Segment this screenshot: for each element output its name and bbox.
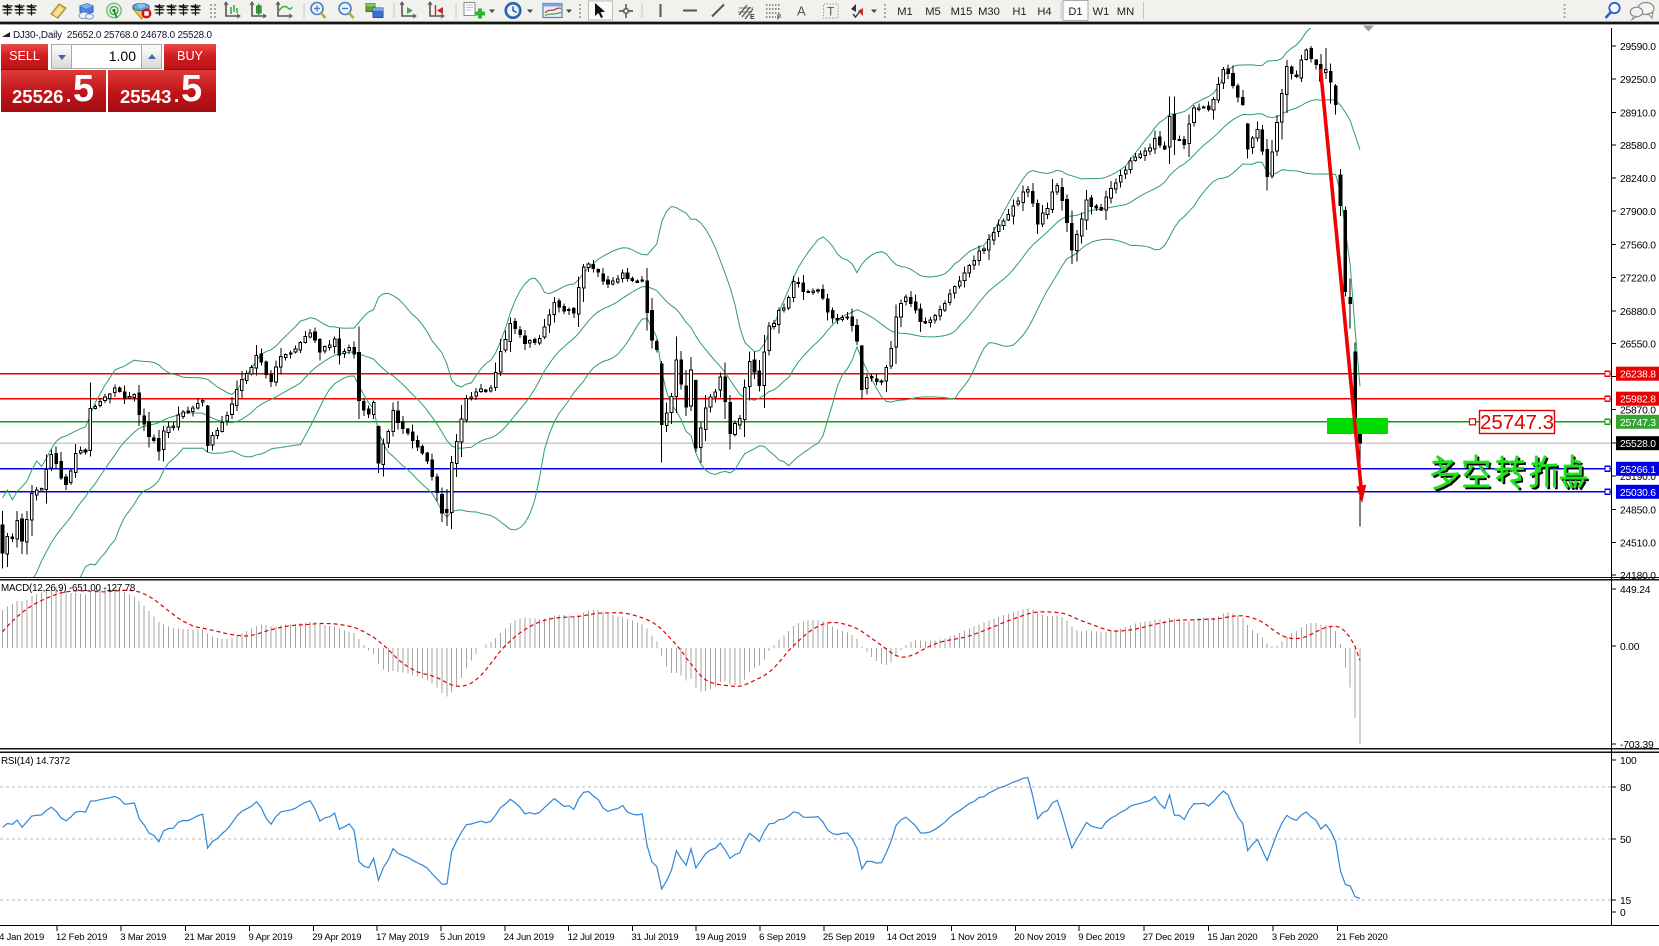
svg-text:29 Apr 2019: 29 Apr 2019 <box>312 932 361 943</box>
svg-text:25190.0: 25190.0 <box>1620 472 1656 483</box>
svg-text:T: T <box>827 5 835 19</box>
svg-text:3 Mar 2019: 3 Mar 2019 <box>120 932 166 943</box>
svg-text:100: 100 <box>1620 756 1637 767</box>
svg-text:M30: M30 <box>978 6 1000 18</box>
svg-text:27900.0: 27900.0 <box>1620 207 1656 218</box>
svg-text:-703.39: -703.39 <box>1620 740 1654 751</box>
svg-text:25528.0: 25528.0 <box>1620 439 1656 450</box>
svg-text:25 Sep 2019: 25 Sep 2019 <box>823 932 875 943</box>
svg-text:29590.0: 29590.0 <box>1620 42 1656 53</box>
svg-text:21 Mar 2019: 21 Mar 2019 <box>184 932 235 943</box>
svg-text:9 Dec 2019: 9 Dec 2019 <box>1078 932 1125 943</box>
svg-text:W1: W1 <box>1093 6 1110 18</box>
svg-text:M15: M15 <box>951 6 973 18</box>
svg-text:31 Jul 2019: 31 Jul 2019 <box>631 932 678 943</box>
svg-text:15 Jan 2020: 15 Jan 2020 <box>1207 932 1257 943</box>
svg-text:9 Apr 2019: 9 Apr 2019 <box>249 932 293 943</box>
svg-text:28580.0: 28580.0 <box>1620 141 1656 152</box>
svg-text:RSI(14) 14.7372: RSI(14) 14.7372 <box>1 756 70 767</box>
svg-text:21 Feb 2020: 21 Feb 2020 <box>1336 932 1387 943</box>
svg-text:26880.0: 26880.0 <box>1620 307 1656 318</box>
svg-text:28910.0: 28910.0 <box>1620 109 1656 120</box>
svg-text:H1: H1 <box>1012 6 1026 18</box>
svg-text:1 Nov 2019: 1 Nov 2019 <box>951 932 998 943</box>
svg-text:0.00: 0.00 <box>1620 642 1640 653</box>
svg-text:3 Feb 2020: 3 Feb 2020 <box>1272 932 1318 943</box>
svg-text:25747.3: 25747.3 <box>1620 418 1656 429</box>
svg-text:20 Nov 2019: 20 Nov 2019 <box>1014 932 1066 943</box>
svg-text:25030.6: 25030.6 <box>1620 488 1656 499</box>
svg-text:24850.0: 24850.0 <box>1620 506 1656 517</box>
svg-text:12 Feb 2019: 12 Feb 2019 <box>56 932 107 943</box>
svg-text:27 Dec 2019: 27 Dec 2019 <box>1143 932 1195 943</box>
svg-text:E: E <box>750 14 755 21</box>
svg-text:H4: H4 <box>1037 6 1051 18</box>
svg-text:F: F <box>777 15 782 22</box>
svg-text:24 Jun 2019: 24 Jun 2019 <box>504 932 554 943</box>
svg-text:MACD(12,26,9) -651.00 -127.78: MACD(12,26,9) -651.00 -127.78 <box>1 583 136 594</box>
svg-text:25266.1: 25266.1 <box>1620 465 1656 476</box>
svg-text:24 Jan 2019: 24 Jan 2019 <box>0 932 44 943</box>
svg-text:50: 50 <box>1620 835 1632 846</box>
svg-text:28240.0: 28240.0 <box>1620 174 1656 185</box>
svg-text:25870.0: 25870.0 <box>1620 406 1656 417</box>
svg-text:25747.3: 25747.3 <box>1480 411 1554 434</box>
svg-text:25982.8: 25982.8 <box>1620 395 1656 406</box>
svg-text:14 Oct 2019: 14 Oct 2019 <box>887 932 937 943</box>
svg-text:80: 80 <box>1620 783 1632 794</box>
svg-text:24180.0: 24180.0 <box>1620 571 1656 582</box>
svg-text:29250.0: 29250.0 <box>1620 75 1656 86</box>
svg-text:26238.8: 26238.8 <box>1620 370 1656 381</box>
svg-text:12 Jul 2019: 12 Jul 2019 <box>568 932 615 943</box>
svg-text:MN: MN <box>1117 6 1134 18</box>
svg-text:24510.0: 24510.0 <box>1620 539 1656 550</box>
svg-text:15: 15 <box>1620 896 1632 907</box>
svg-text:5 Jun 2019: 5 Jun 2019 <box>440 932 485 943</box>
svg-text:6 Sep 2019: 6 Sep 2019 <box>759 932 806 943</box>
svg-text:M1: M1 <box>897 6 913 18</box>
svg-text:19 Aug 2019: 19 Aug 2019 <box>695 932 746 943</box>
svg-text:M5: M5 <box>925 6 941 18</box>
svg-text:449.24: 449.24 <box>1620 585 1651 596</box>
svg-text:27560.0: 27560.0 <box>1620 241 1656 252</box>
svg-text:D1: D1 <box>1068 6 1082 18</box>
svg-text:26550.0: 26550.0 <box>1620 339 1656 350</box>
svg-text:17 May 2019: 17 May 2019 <box>376 932 429 943</box>
svg-text:A: A <box>797 4 806 19</box>
svg-text:0: 0 <box>1620 908 1626 919</box>
svg-text:27220.0: 27220.0 <box>1620 274 1656 285</box>
